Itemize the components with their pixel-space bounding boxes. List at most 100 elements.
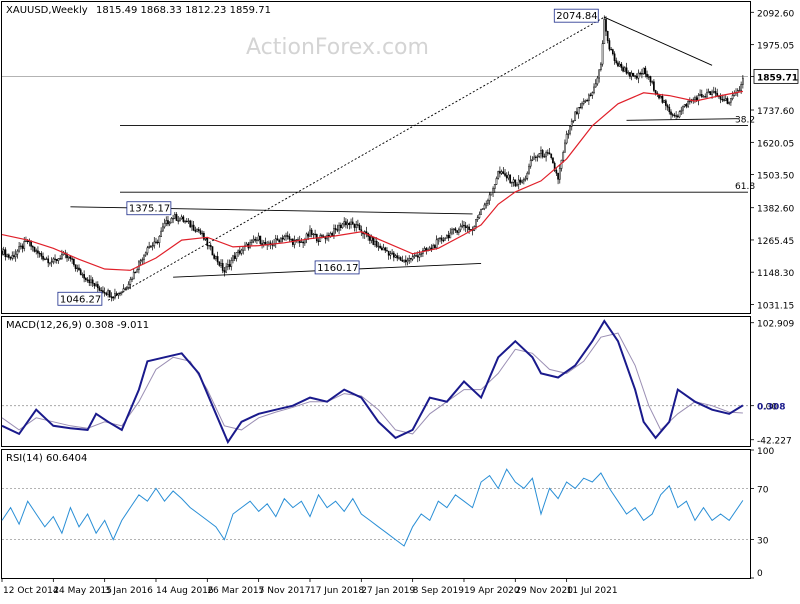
candle-body (102, 290, 104, 293)
candle-body (353, 223, 356, 228)
candle-body (596, 77, 599, 85)
candle-body (709, 91, 712, 96)
candle-body (221, 263, 224, 271)
candle-body (2, 249, 5, 255)
trendline (626, 118, 738, 121)
candle-body (42, 256, 44, 260)
candle-body (524, 178, 527, 180)
candle-body (451, 229, 453, 234)
candle-body (512, 179, 515, 183)
candle-body (673, 114, 676, 117)
last-price-label: 1859.71 (757, 73, 798, 83)
candle-body (531, 158, 534, 161)
candle-body (96, 284, 99, 289)
candle-body (615, 60, 618, 64)
candle-body (220, 263, 222, 266)
candle-body (577, 107, 580, 115)
candle-body (189, 220, 192, 228)
candle-body (546, 152, 549, 154)
price-panel-frame (1, 1, 751, 314)
candle-body (153, 241, 156, 246)
candle-body (519, 179, 522, 183)
candle-body (396, 255, 399, 259)
candle-body (627, 72, 630, 74)
candle-body (540, 150, 542, 154)
candle-body (384, 247, 387, 251)
candle-body (380, 247, 383, 251)
macd-y-tick-label: 0.00 (757, 403, 777, 413)
candle-body (240, 249, 243, 254)
macd-value-label: 0.308 (757, 403, 785, 413)
trendline (604, 16, 713, 66)
y-tick-label: 1382.60 (757, 205, 794, 215)
candle-body (416, 255, 419, 258)
candle-body (463, 224, 465, 227)
candle-body (403, 259, 405, 262)
candle-body (576, 111, 578, 115)
candle-body (110, 296, 113, 298)
candle-body (406, 259, 409, 263)
candle-body (434, 245, 436, 249)
candle-body (478, 214, 481, 218)
candle-body (26, 240, 29, 243)
axes: 2092.60 1975.05 1859.71 1737.60 1620.05 1503.… (1, 9, 799, 596)
candle-body (238, 250, 241, 254)
candle-body (293, 240, 296, 245)
candle-body (553, 162, 556, 171)
candle-body (704, 96, 707, 98)
candle-body (567, 132, 570, 135)
candle-body (724, 98, 727, 101)
candle-body (134, 271, 137, 274)
candle-body (598, 69, 600, 79)
candle-body (404, 259, 407, 263)
candle-body (555, 170, 558, 174)
candle-body (569, 126, 571, 134)
candle-body (670, 111, 672, 115)
candle-body (194, 229, 197, 232)
y-tick-label: 1975.05 (757, 42, 794, 52)
candle-body (410, 257, 412, 260)
candle-body (278, 239, 281, 243)
candle-body (50, 261, 53, 263)
candle-body (76, 267, 79, 270)
candle-body (355, 224, 358, 228)
candle-body (300, 241, 303, 243)
candle-body (18, 246, 20, 252)
candle-body (526, 172, 529, 179)
candle-body (232, 255, 234, 261)
candle-body (377, 245, 380, 248)
candle-body (468, 226, 470, 230)
candle-body (711, 91, 713, 96)
rsi-y-tick-label: 0 (757, 569, 763, 579)
candle-body (358, 224, 361, 231)
watermark: ActionForex.com (246, 35, 429, 60)
candle-body (254, 238, 257, 241)
price-label-box (314, 260, 360, 275)
candle-body (659, 95, 662, 99)
candle-body (288, 236, 291, 240)
candle-body (13, 255, 15, 258)
x-tick-label: 24 May 2015 (53, 586, 112, 596)
candle-body (230, 260, 233, 267)
candle-body (420, 253, 423, 255)
candle-body (369, 236, 371, 241)
candle-body (707, 91, 710, 94)
candle-body (516, 184, 518, 187)
candle-body (357, 224, 359, 226)
candle-body (493, 184, 496, 189)
candle-body (203, 232, 205, 240)
candle-body (223, 270, 226, 273)
y-tick-label: 1031.15 (757, 301, 794, 311)
candle-body (423, 248, 426, 251)
candle-body (257, 235, 260, 241)
candle-body (338, 224, 340, 231)
candle-body (144, 252, 147, 256)
candle-body (132, 271, 135, 280)
candle-body (623, 67, 626, 72)
candle-body (242, 246, 245, 251)
candle-body (168, 222, 171, 225)
candle-body (447, 234, 450, 239)
candle-body (456, 230, 458, 233)
